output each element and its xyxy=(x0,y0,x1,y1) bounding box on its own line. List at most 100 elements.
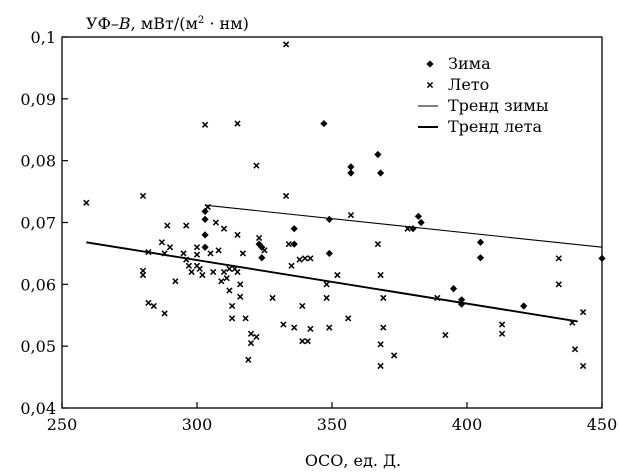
summer-point xyxy=(237,293,244,300)
summer-point xyxy=(377,362,384,370)
axis-ticks xyxy=(61,36,603,409)
summer-point xyxy=(164,222,171,229)
summer-point xyxy=(269,294,276,302)
summer-point xyxy=(145,249,152,256)
summer-point xyxy=(199,271,206,279)
winter-point xyxy=(201,243,209,251)
summer-point xyxy=(188,268,195,276)
winter-point xyxy=(520,302,528,310)
legend-label: Лето xyxy=(448,75,489,94)
summer-point xyxy=(139,192,147,200)
summer-point xyxy=(347,211,355,219)
summer-point xyxy=(579,362,587,370)
summer-point xyxy=(301,255,309,262)
summer-point xyxy=(247,330,255,337)
summer-point xyxy=(374,241,382,248)
summer-point xyxy=(228,302,236,310)
x-axis-title: ОСО, ед. Д. xyxy=(305,451,401,470)
x-tick-label: 250 xyxy=(47,415,78,434)
winter-point xyxy=(201,215,209,224)
summer-point xyxy=(204,203,211,211)
winter-point xyxy=(374,150,382,159)
summer-point xyxy=(193,244,201,251)
y-tick-label: 0,1 xyxy=(31,28,56,47)
winter-point xyxy=(255,240,263,248)
y-tick-label: 0,07 xyxy=(20,214,56,233)
x-tick-label: 450 xyxy=(587,415,618,434)
summer-point xyxy=(196,265,203,273)
winter-point xyxy=(476,254,485,262)
summer-point xyxy=(253,162,260,169)
summer-point xyxy=(282,192,290,200)
legend-winter-marker xyxy=(426,60,434,68)
summer-point xyxy=(377,341,384,348)
summer-point xyxy=(234,268,241,276)
summer-point xyxy=(166,244,174,251)
summer-point xyxy=(234,231,241,238)
winter-point xyxy=(417,218,425,227)
legend-label: Зима xyxy=(448,54,491,73)
summer-point xyxy=(185,262,193,269)
trend-line-winter xyxy=(205,204,603,248)
winter-point xyxy=(320,119,328,128)
summer-point xyxy=(234,120,241,127)
y-tick-label: 0,04 xyxy=(20,399,56,418)
summer-point xyxy=(569,319,576,326)
summer-point xyxy=(288,262,295,269)
summer-point xyxy=(201,121,209,128)
winter-point xyxy=(347,169,355,177)
summer-point xyxy=(180,250,187,257)
summer-point xyxy=(323,294,330,302)
summer-point xyxy=(282,41,290,48)
summer-point xyxy=(218,278,225,285)
summer-point xyxy=(442,331,449,339)
summer-point xyxy=(193,251,201,258)
x-tick-label: 350 xyxy=(317,415,348,434)
summer-point xyxy=(555,281,562,288)
summer-point xyxy=(172,278,179,285)
summer-point xyxy=(304,338,311,345)
summer-point xyxy=(571,346,579,353)
summer-point xyxy=(220,225,228,232)
summer-point xyxy=(223,275,230,282)
legend-label: Тренд зимы xyxy=(448,96,549,115)
summer-point xyxy=(579,309,587,316)
summer-point xyxy=(183,222,190,229)
summer-point xyxy=(434,294,441,302)
summer-point xyxy=(261,247,268,254)
trend-lines xyxy=(86,204,603,323)
summer-point xyxy=(158,239,166,246)
winter-point xyxy=(325,215,333,224)
x-tick-label: 300 xyxy=(182,415,213,434)
summer-point xyxy=(380,294,387,302)
summer-point xyxy=(323,281,330,288)
summer-point xyxy=(212,219,220,226)
summer-point xyxy=(226,265,233,273)
winter-point xyxy=(476,238,485,246)
y-tick-label: 0,06 xyxy=(20,275,56,294)
plot-frame xyxy=(61,36,603,409)
summer-point xyxy=(404,225,411,232)
winter-point xyxy=(325,249,333,258)
plot-area xyxy=(61,36,606,409)
winter-point xyxy=(449,285,458,293)
trend-line-summer xyxy=(86,241,578,323)
winter-point xyxy=(290,225,298,233)
summer-point xyxy=(237,281,244,288)
summer-point xyxy=(161,310,168,317)
summer-point xyxy=(242,315,249,322)
summer-point xyxy=(220,268,228,276)
summer-point xyxy=(390,352,398,359)
summer-point xyxy=(380,324,387,331)
summer-point xyxy=(253,333,260,341)
summer-point xyxy=(299,302,306,310)
summer-point xyxy=(299,338,306,345)
y-axis-title-sup: 2 xyxy=(198,15,204,26)
summer-point xyxy=(215,247,222,254)
summer-point xyxy=(280,321,287,328)
y-axis-title-main: УФ– xyxy=(86,14,119,33)
summer-point xyxy=(83,199,90,206)
summer-point xyxy=(307,325,314,332)
winter-point xyxy=(201,231,209,239)
